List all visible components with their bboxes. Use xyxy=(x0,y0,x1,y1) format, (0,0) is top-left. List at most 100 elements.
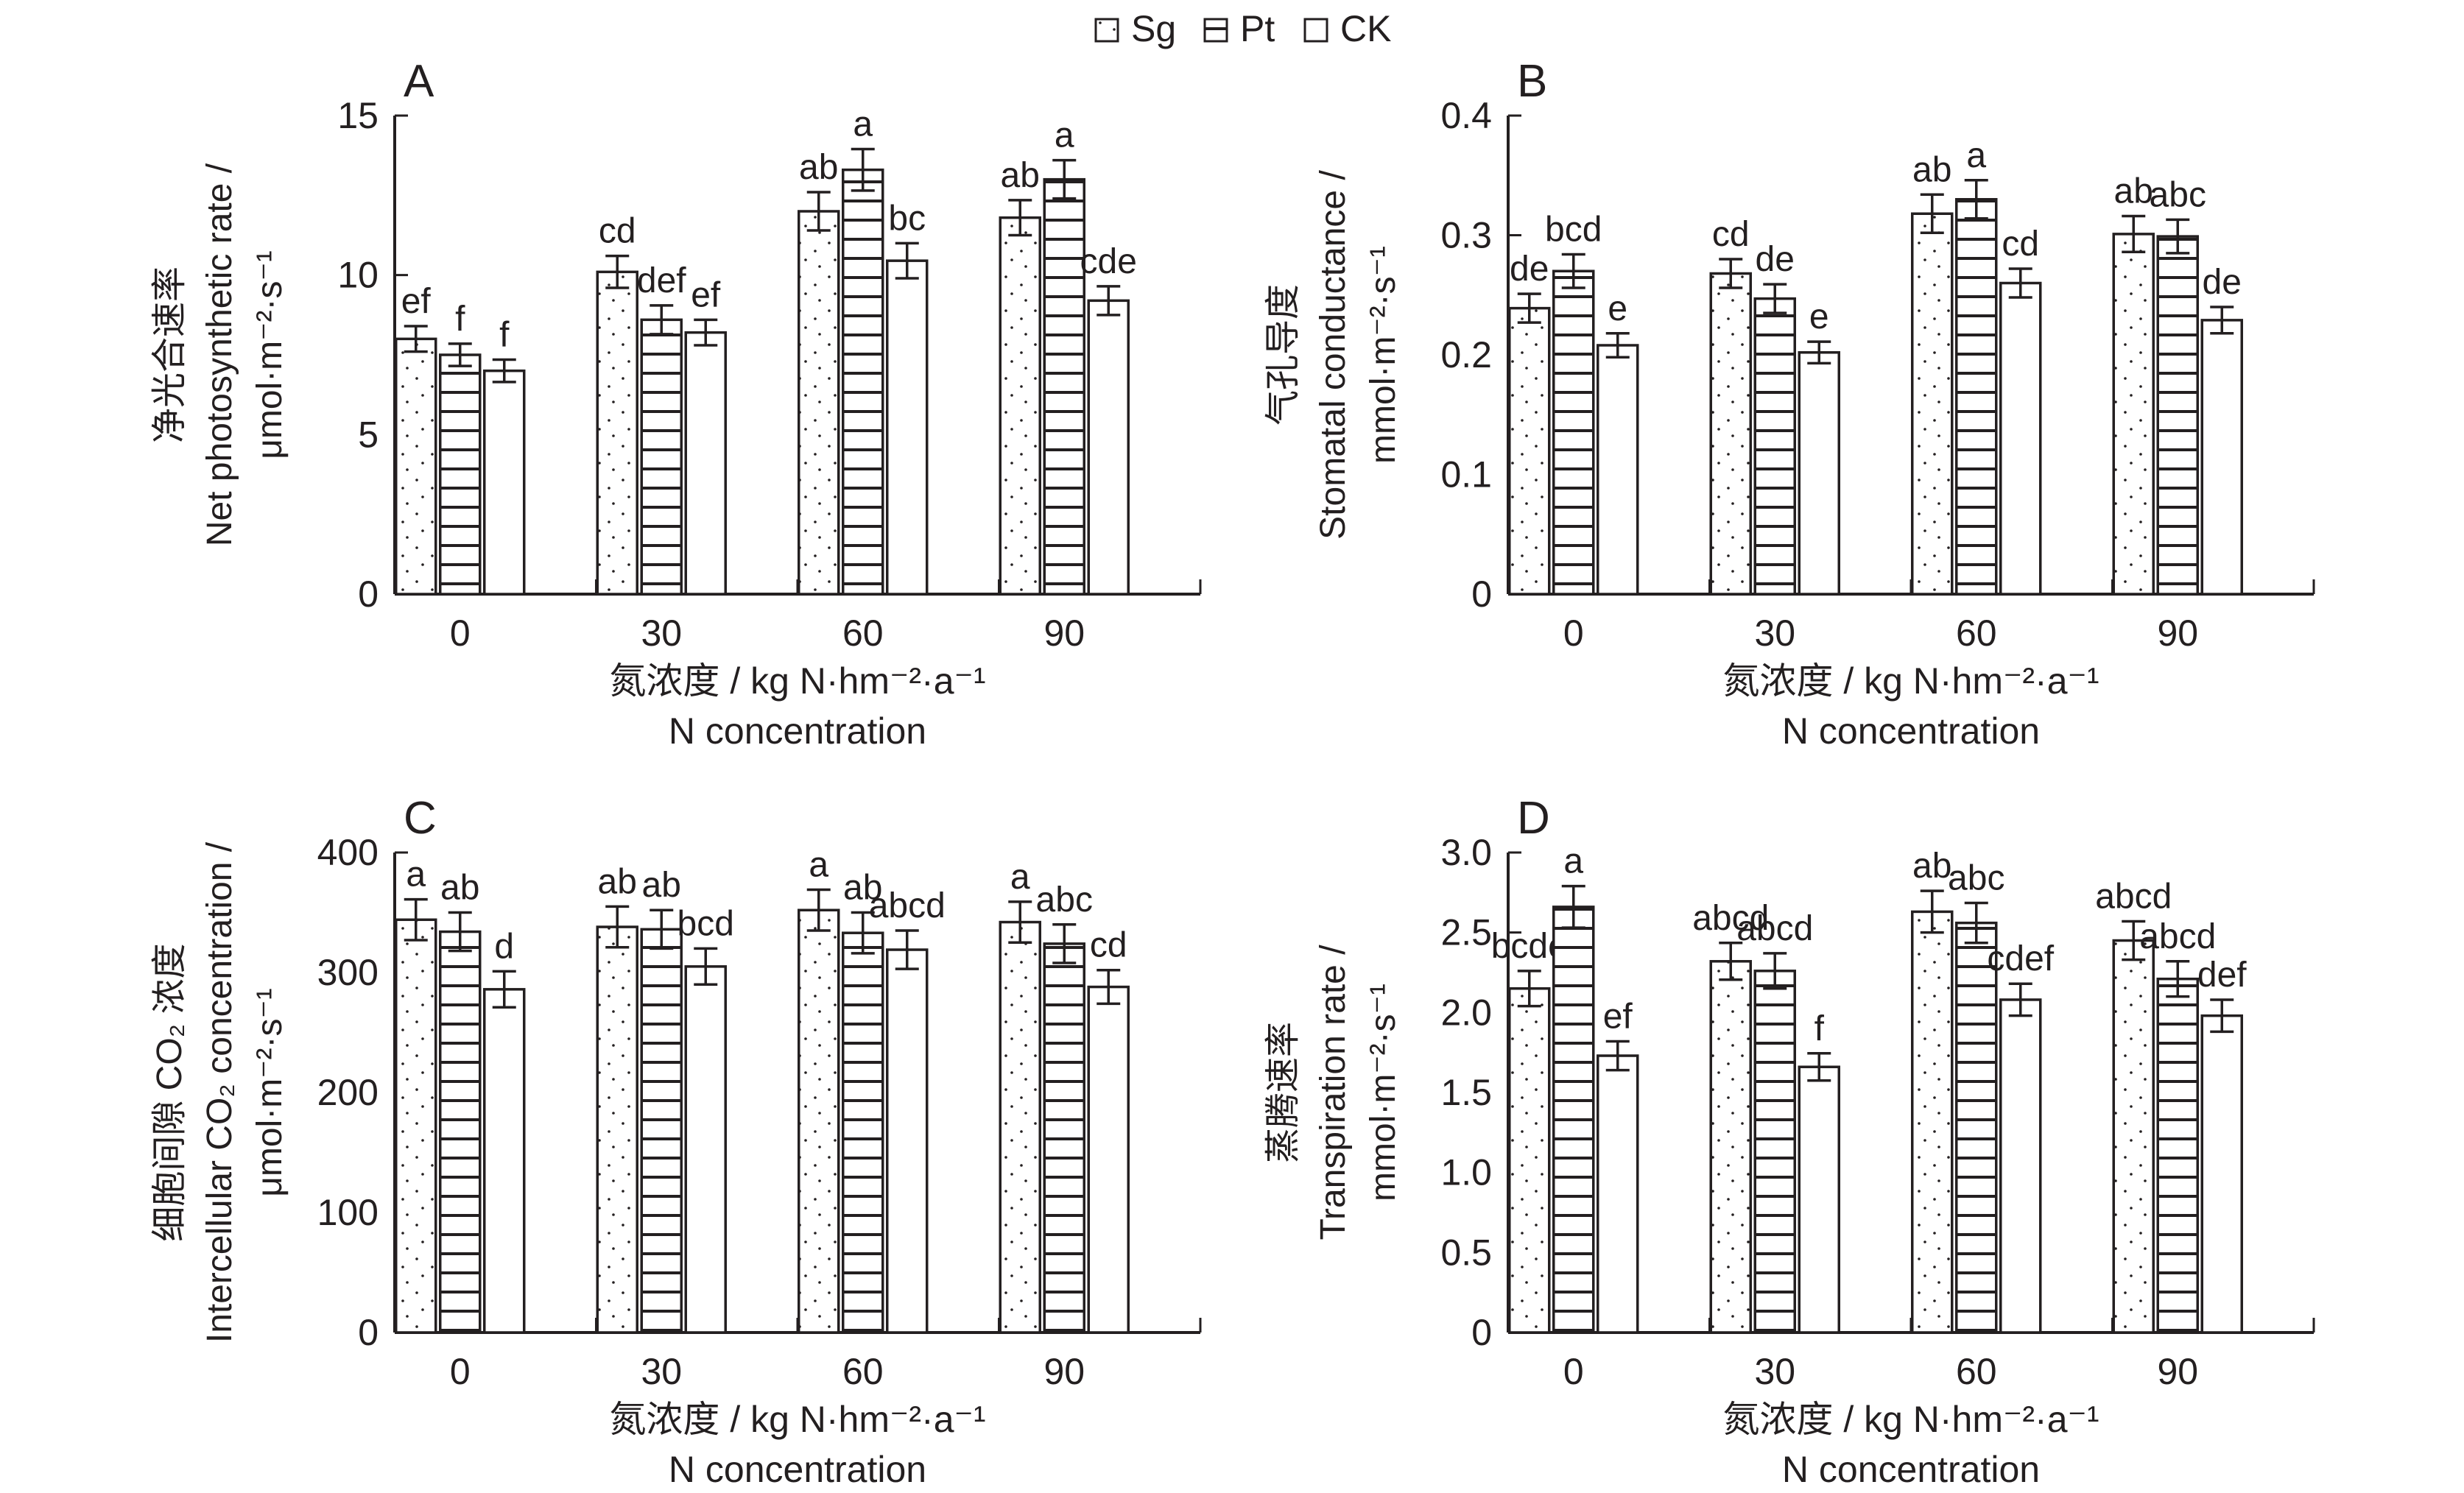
bar-pt xyxy=(1753,297,1796,596)
significance-label: f xyxy=(455,300,465,339)
y-tick-label: 0.2 xyxy=(1440,334,1492,375)
x-axis-title-cn: 氮浓度 / kg N·hm⁻²·a⁻¹ xyxy=(609,660,985,702)
significance-label: f xyxy=(499,316,510,355)
y-tick-label: 0 xyxy=(358,573,379,615)
legend-label-sg: Sg xyxy=(1131,8,1176,49)
bar-sg xyxy=(1709,272,1752,596)
bar-pt xyxy=(1043,177,1085,596)
bar-pt xyxy=(1043,942,1085,1334)
significance-label: a xyxy=(406,855,426,894)
y-axis-title-cn: 细胞间隙 CO₂ 浓度 xyxy=(150,943,189,1241)
bar-pt xyxy=(1552,906,1595,1334)
y-tick-label: 5 xyxy=(358,414,379,455)
x-axis-title-cn: 氮浓度 / kg N·hm⁻²·a⁻¹ xyxy=(1722,1399,2099,1440)
significance-label: ef xyxy=(691,275,721,314)
bar-sg xyxy=(395,337,437,596)
bar-pt xyxy=(1955,921,1998,1334)
y-axis-title-en: Net photosynthetic rate / xyxy=(200,163,239,546)
x-tick-label: 0 xyxy=(1563,613,1584,654)
significance-label: ab xyxy=(843,869,882,908)
significance-label: abc xyxy=(1948,858,2004,897)
y-tick-label: 1.5 xyxy=(1440,1072,1492,1113)
legend-label-pt: Pt xyxy=(1240,8,1275,49)
y-tick-label: 2.0 xyxy=(1440,992,1492,1033)
x-axis-title-en: N concentration xyxy=(1782,1449,2040,1490)
significance-label: d xyxy=(494,927,514,966)
x-tick-label: 30 xyxy=(641,1351,682,1392)
y-axis-title-cn: 蒸腾速率 xyxy=(1264,1022,1303,1163)
y-tick-label: 0.1 xyxy=(1440,454,1492,495)
bar-ck xyxy=(1597,344,1639,596)
y-axis-title-en: Transpiration rate / xyxy=(1314,945,1353,1240)
bar-pt xyxy=(1753,970,1796,1334)
y-tick-label: 100 xyxy=(317,1192,379,1233)
significance-label: ef xyxy=(1603,997,1633,1036)
legend-item-pt: Pt xyxy=(1203,8,1275,49)
significance-label: ab xyxy=(1001,156,1040,195)
y-tick-label: 15 xyxy=(337,95,379,136)
significance-label: cde xyxy=(1080,242,1137,281)
significance-label: bc xyxy=(888,199,926,238)
legend: Sg Pt CK xyxy=(1094,8,1391,49)
y-axis-title-unit: mmol·m⁻²·s⁻¹ xyxy=(1364,984,1403,1201)
x-tick-label: 90 xyxy=(1043,1351,1085,1392)
bar-ck xyxy=(483,369,526,596)
significance-label: a xyxy=(1010,858,1030,897)
significance-label: ef xyxy=(401,282,432,321)
panel-letter-b: B xyxy=(1517,56,1547,107)
bar-sg xyxy=(1709,960,1752,1334)
legend-swatch-ck xyxy=(1303,18,1328,43)
y-axis-title-unit: μmol·m⁻²·s⁻¹ xyxy=(250,988,289,1197)
bar-sg xyxy=(395,918,437,1334)
bar-sg xyxy=(2112,233,2155,596)
y-axis-title-unit: μmol·m⁻²·s⁻¹ xyxy=(250,250,289,459)
bar-pt xyxy=(640,928,683,1334)
y-tick-label: 10 xyxy=(337,255,379,296)
panel-letter-c: C xyxy=(404,793,437,844)
y-axis-title-cn: 净光合速率 xyxy=(150,267,189,443)
significance-label: def xyxy=(2197,956,2247,995)
significance-label: ab xyxy=(2114,172,2153,211)
x-axis-title-cn: 氮浓度 / kg N·hm⁻²·a⁻¹ xyxy=(609,1399,985,1440)
legend-swatch-sg xyxy=(1094,18,1119,43)
bar-pt xyxy=(842,168,884,596)
significance-label: abcd xyxy=(1692,899,1769,938)
y-tick-label: 2.5 xyxy=(1440,912,1492,953)
x-tick-label: 0 xyxy=(450,1351,471,1392)
bar-ck xyxy=(1798,351,1840,596)
bar-ck xyxy=(1999,998,2042,1334)
y-tick-label: 0.5 xyxy=(1440,1232,1492,1273)
significance-label: ab xyxy=(1912,847,1951,886)
y-tick-label: 0 xyxy=(358,1312,379,1353)
significance-label: a xyxy=(809,846,828,885)
bar-pt xyxy=(439,353,482,596)
significance-label: a xyxy=(1966,136,1986,175)
significance-label: abcd xyxy=(1736,909,1813,948)
x-tick-label: 30 xyxy=(641,613,682,654)
y-tick-label: 0 xyxy=(1471,1312,1492,1353)
significance-label: abcd xyxy=(869,886,946,925)
significance-label: a xyxy=(1563,842,1583,881)
significance-label: e xyxy=(1809,297,1829,336)
y-tick-label: 0.3 xyxy=(1440,215,1492,256)
significance-label: bcd xyxy=(1545,211,1602,250)
significance-label: cd xyxy=(1090,926,1127,965)
significance-label: a xyxy=(853,105,873,144)
significance-label: ab xyxy=(598,862,637,901)
x-tick-label: 0 xyxy=(450,613,471,654)
y-tick-label: 0 xyxy=(1471,573,1492,615)
panel-letter-d: D xyxy=(1517,793,1550,844)
bar-pt xyxy=(640,318,683,596)
y-axis-title-en: Intercellular CO₂ concentration / xyxy=(200,841,239,1343)
panel-letter-a: A xyxy=(404,56,434,107)
y-tick-label: 400 xyxy=(317,832,379,873)
x-axis-title-en: N concentration xyxy=(669,710,926,752)
significance-label: bcd xyxy=(677,904,734,943)
y-axis-title-unit: mmol·m⁻²·s⁻¹ xyxy=(1364,246,1403,464)
bar-ck xyxy=(684,965,727,1334)
bar-sg xyxy=(798,210,840,596)
x-tick-label: 60 xyxy=(842,1351,884,1392)
legend-item-ck: CK xyxy=(1303,8,1391,49)
